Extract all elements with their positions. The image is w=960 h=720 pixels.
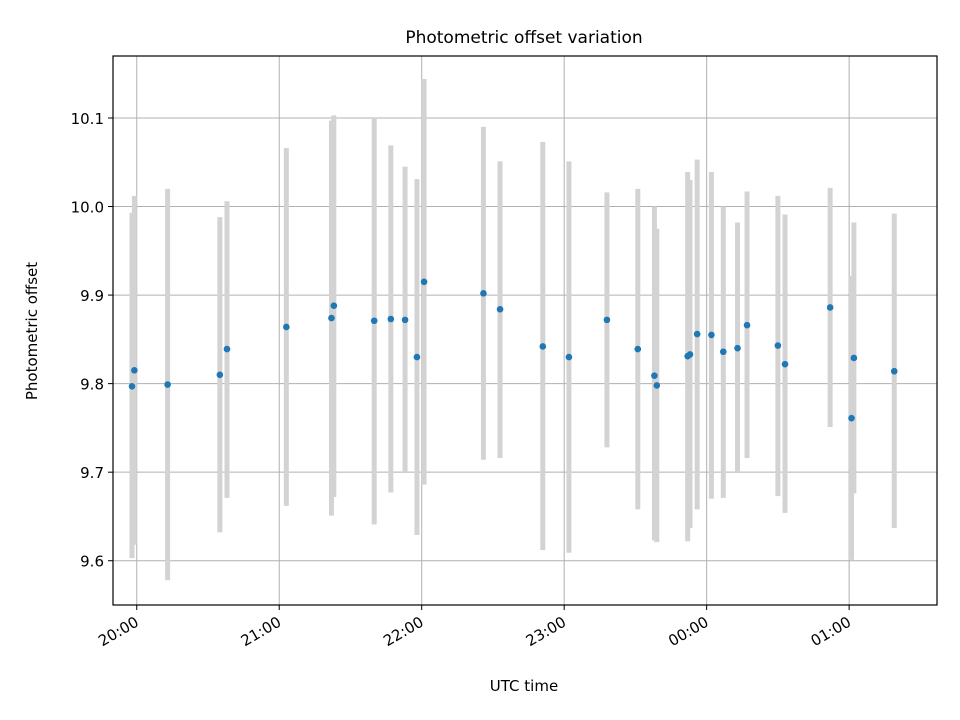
x-tick-label: 21:00 [238, 613, 284, 650]
data-point [634, 345, 642, 353]
data-point [223, 345, 231, 353]
grid [113, 56, 937, 605]
x-tick-label: 23:00 [523, 613, 569, 650]
data-points [128, 278, 898, 422]
data-point [850, 354, 858, 362]
x-tick-label: 20:00 [95, 613, 141, 650]
data-point [743, 321, 751, 329]
y-tick-label: 9.6 [80, 553, 104, 571]
data-point [848, 414, 855, 422]
y-tick-label: 10.0 [71, 199, 104, 217]
data-point [651, 372, 658, 379]
data-point [401, 316, 409, 324]
plot-area-frame [112, 55, 938, 606]
data-point [890, 367, 898, 375]
data-point [653, 382, 661, 389]
data-point [370, 317, 378, 325]
data-point [420, 278, 428, 286]
data-point [128, 382, 136, 390]
data-point [283, 323, 290, 331]
data-point [774, 342, 782, 349]
data-point [719, 348, 727, 356]
y-tick-label: 9.8 [80, 376, 104, 394]
x-tick-label: 22:00 [380, 613, 426, 650]
y-tick-label: 9.7 [80, 464, 104, 482]
data-point [693, 330, 701, 338]
data-point [686, 351, 694, 358]
data-point [164, 381, 171, 388]
data-point [131, 367, 138, 374]
x-axis-ticks: 20:00 21:00 22:00 23:00 00:00 01:00 [95, 605, 854, 650]
y-tick-label: 9.9 [80, 287, 104, 305]
data-point [603, 316, 611, 324]
data-point [480, 290, 487, 297]
y-tick-label: 10.1 [71, 110, 104, 128]
chart-title: Photometric offset variation [405, 28, 642, 48]
data-point [328, 314, 335, 322]
data-point [826, 304, 834, 311]
y-axis-ticks: 9.6 9.7 9.8 9.9 10.0 10.1 [71, 110, 113, 571]
data-point [781, 360, 789, 368]
data-point [413, 353, 421, 361]
data-point [387, 315, 395, 323]
y-axis-label: Photometric offset [23, 262, 41, 400]
x-tick-label: 00:00 [665, 613, 711, 650]
data-point [216, 371, 224, 379]
data-point [496, 305, 504, 313]
x-axis-label: UTC time [490, 677, 558, 695]
data-point [330, 302, 338, 310]
data-point [565, 353, 573, 361]
data-point [539, 343, 547, 350]
data-point [734, 344, 741, 352]
x-tick-label: 01:00 [808, 613, 854, 650]
error-bars [129, 79, 897, 581]
data-point [708, 331, 715, 339]
